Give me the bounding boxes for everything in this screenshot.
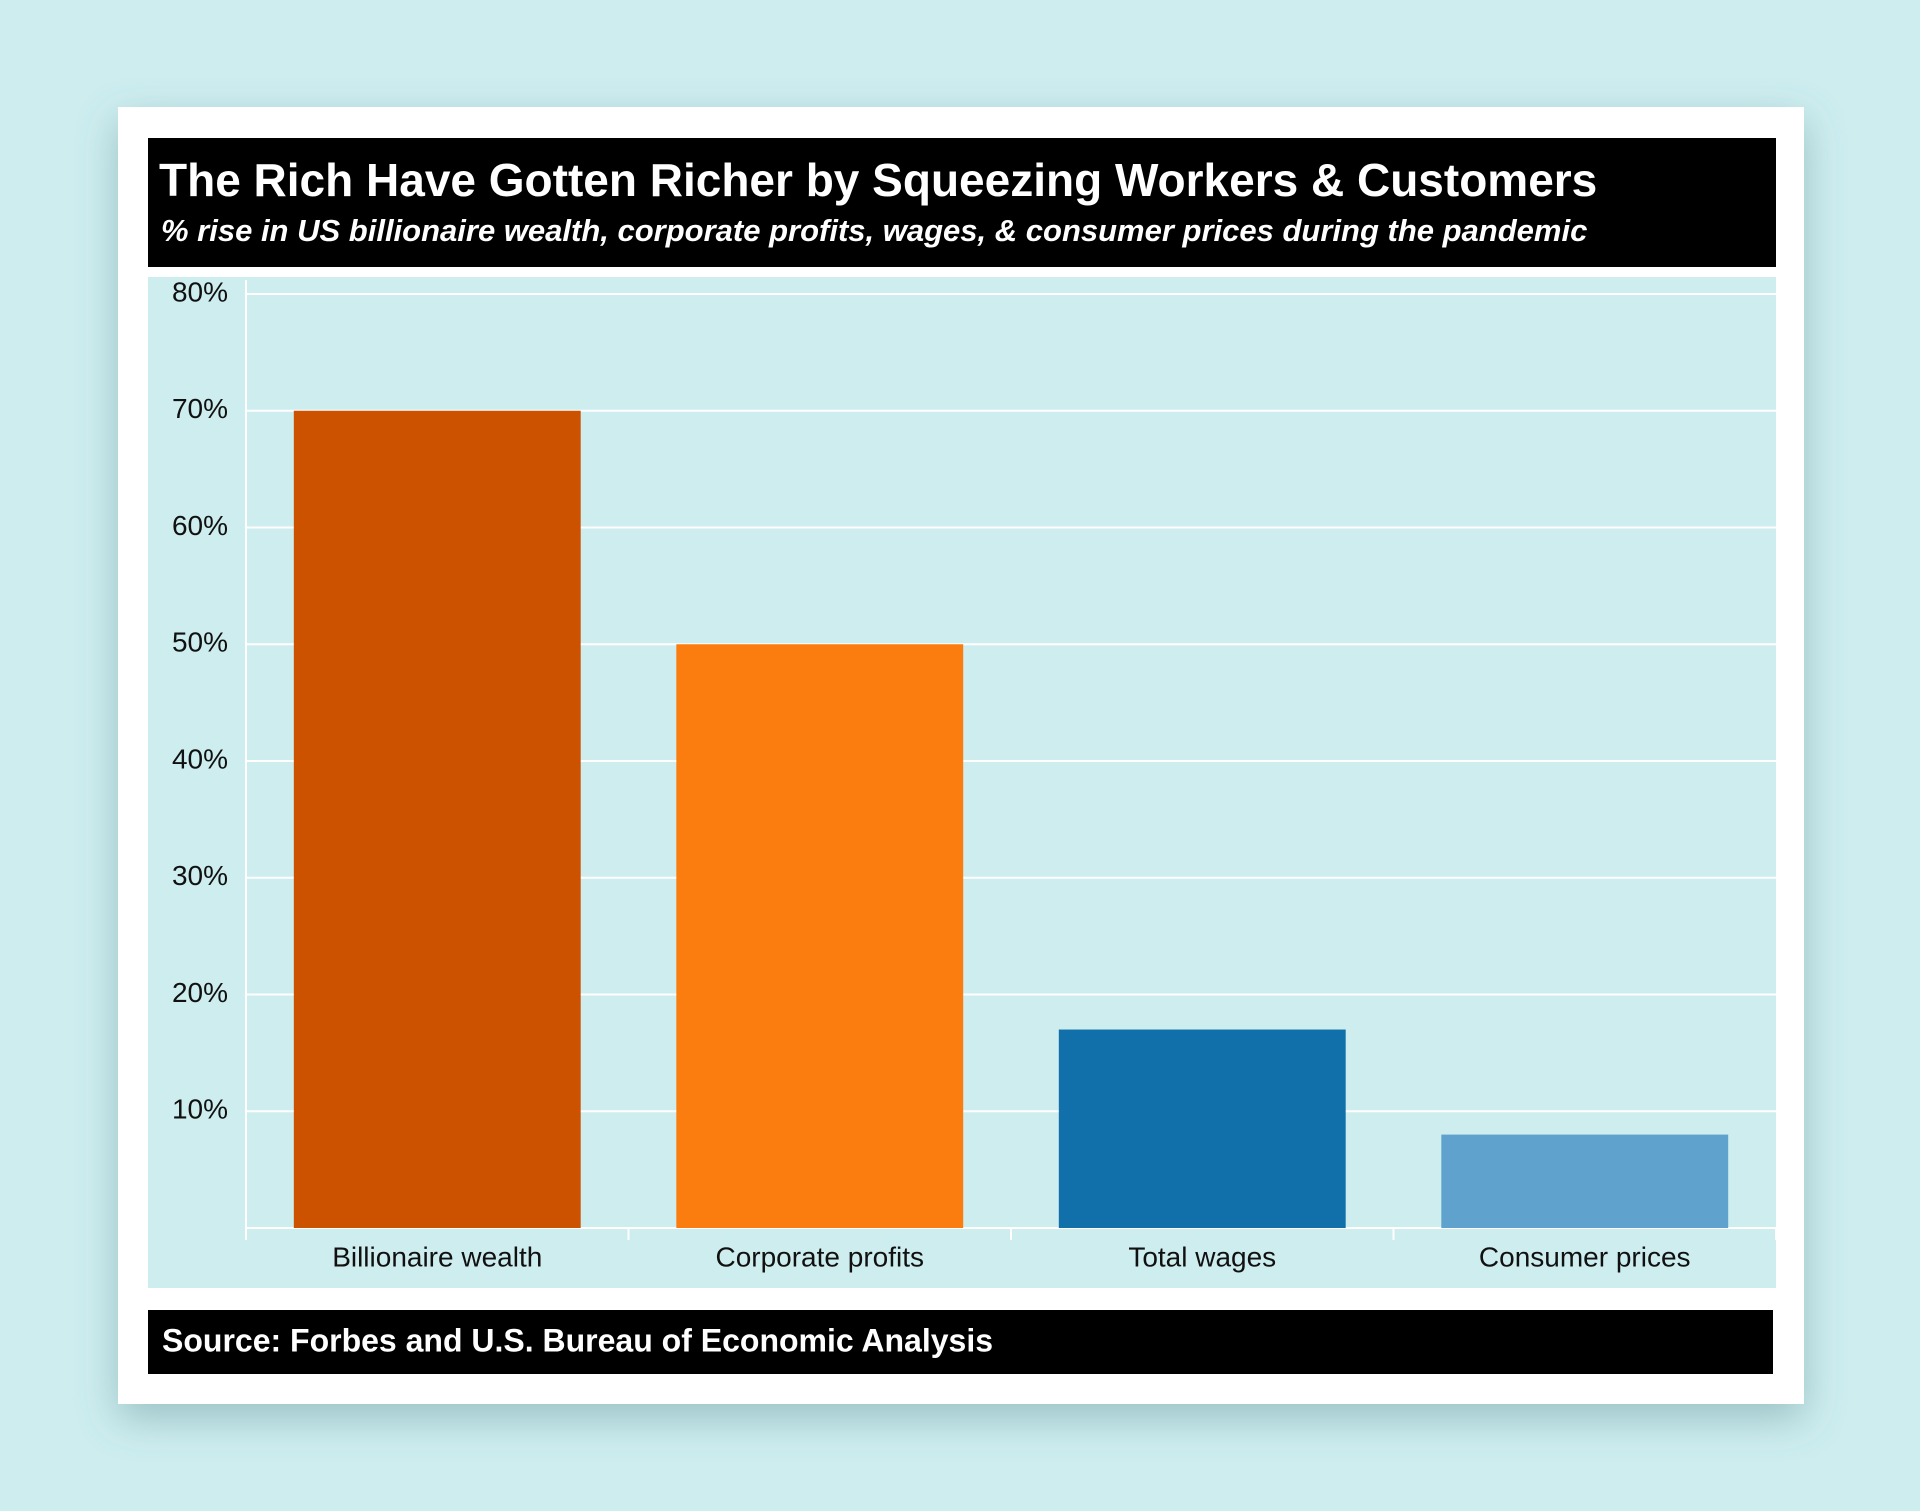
chart-title: The Rich Have Gotten Richer by Squeezing… (159, 154, 1597, 206)
x-tick-label: Consumer prices (1479, 1241, 1691, 1272)
x-tick-label: Corporate profits (715, 1241, 924, 1272)
y-tick-label: 30% (172, 860, 228, 891)
bar (676, 644, 964, 1228)
y-tick-label: 80% (172, 276, 228, 307)
plot: 10% 20% 30% 40% 50% 60% 70% 80% Billionaire weal… (172, 276, 1777, 1272)
x-tick-label: Billionaire wealth (332, 1241, 542, 1272)
chart-subtitle: % rise in US billionaire wealth, corpora… (161, 213, 1587, 248)
source-bar (148, 1310, 1773, 1374)
y-tick-label: 40% (172, 743, 228, 774)
bar (293, 410, 581, 1228)
bar (1441, 1134, 1729, 1228)
x-tick-label: Total wages (1128, 1241, 1276, 1272)
y-tick-label: 60% (172, 510, 228, 541)
title-bar (148, 138, 1776, 267)
y-tick-label: 50% (172, 627, 228, 658)
bar (1058, 1029, 1346, 1228)
y-tick-label: 70% (172, 393, 228, 424)
source: Source: Forbes and U.S. Bureau of Econom… (162, 1322, 993, 1358)
y-tick-label: 20% (172, 977, 228, 1008)
y-tick-label: 10% (172, 1094, 228, 1125)
